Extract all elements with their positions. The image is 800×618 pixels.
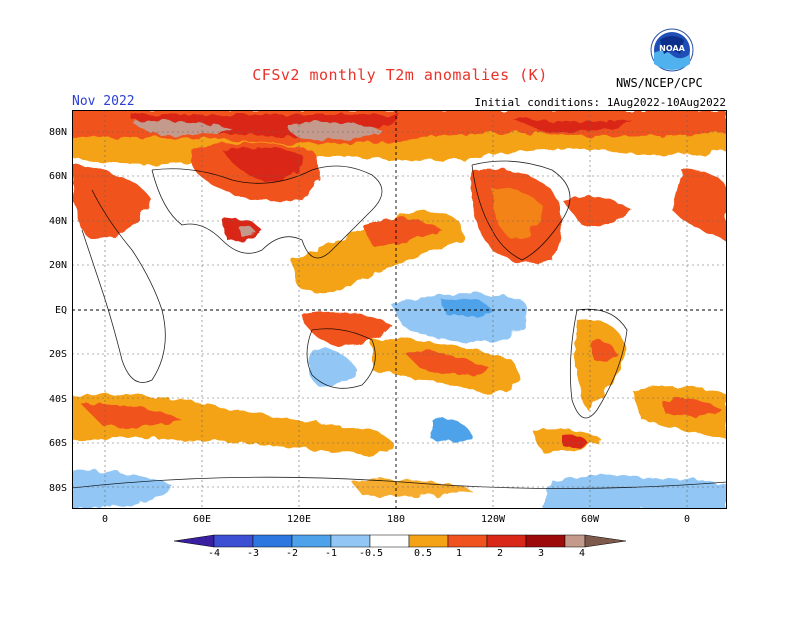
colorbar-label: -4	[207, 548, 221, 559]
colorbar-label: -3	[246, 548, 260, 559]
lat-label: 60S	[48, 438, 67, 449]
lon-label: 0	[101, 514, 109, 525]
lat-label: 80S	[48, 483, 67, 494]
colorbar-segment	[213, 534, 254, 548]
forecast-month: Nov 2022	[72, 94, 135, 109]
lat-label: 20S	[48, 349, 67, 360]
colorbar-segment	[408, 534, 449, 548]
colorbar-segment	[564, 534, 586, 548]
colorbar-segment	[447, 534, 488, 548]
lat-label: 20N	[48, 260, 67, 271]
colorbar-label: 2	[496, 548, 504, 559]
colorbar-label: 3	[537, 548, 545, 559]
map-title: CFSv2 monthly T2m anomalies (K)	[252, 66, 548, 84]
lat-label: 80N	[48, 127, 67, 138]
initial-conditions: Initial conditions: 1Aug2022-10Aug2022	[474, 96, 726, 109]
colorbar-label: -1	[324, 548, 338, 559]
colorbar-segment	[291, 534, 332, 548]
anomaly-map	[72, 110, 727, 509]
colorbar-arrow-low	[173, 534, 215, 548]
lon-label: 180	[386, 514, 406, 525]
colorbar-label: 4	[578, 548, 586, 559]
colorbar-segment	[330, 534, 371, 548]
agency-label: NWS/NCEP/CPC	[616, 76, 703, 90]
colorbar-label: 0.5	[413, 548, 433, 559]
colorbar-segment	[252, 534, 293, 548]
colorbar-segment	[369, 534, 410, 548]
lon-label: 120E	[286, 514, 312, 525]
noaa-logo: NOAA	[650, 28, 694, 72]
colorbar	[173, 534, 627, 548]
colorbar-label: -0.5	[358, 548, 384, 559]
lon-label: 60E	[192, 514, 212, 525]
colorbar-label: 1	[455, 548, 463, 559]
colorbar-segment	[525, 534, 566, 548]
lat-label: EQ	[54, 305, 67, 316]
lat-label: 40N	[48, 216, 67, 227]
lon-label: 60W	[580, 514, 600, 525]
lat-label: 60N	[48, 171, 67, 182]
lon-label: 0	[683, 514, 691, 525]
svg-text:NOAA: NOAA	[659, 44, 685, 53]
colorbar-segment	[486, 534, 527, 548]
lon-label: 120W	[480, 514, 506, 525]
lat-label: 40S	[48, 394, 67, 405]
colorbar-arrow-high	[584, 534, 627, 548]
colorbar-label: -2	[285, 548, 299, 559]
